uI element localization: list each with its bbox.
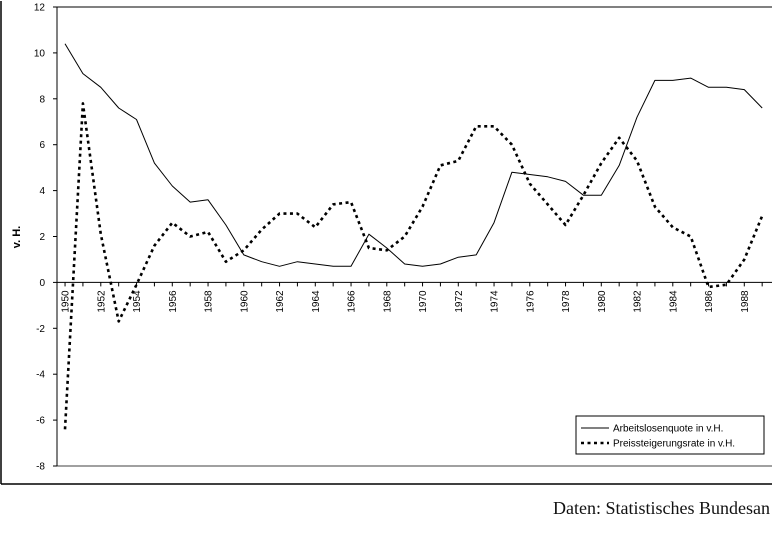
y-tick-label: 4	[39, 186, 45, 197]
series-line-arbeitslosenquote	[64, 43, 763, 267]
source-note: Daten: Statistisches Bundesan	[553, 498, 770, 518]
legend: Arbeitslosenquote in v.H. Preissteigerun…	[575, 415, 765, 455]
series-layer	[63, 43, 764, 430]
y-tick-label: 10	[34, 48, 46, 59]
x-tick-label: 1974	[490, 290, 501, 313]
x-tick-label: 1958	[204, 290, 215, 313]
y-tick-label: 8	[39, 94, 45, 105]
legend-label-arbeitslosenquote: Arbeitslosenquote in v.H.	[613, 424, 723, 435]
x-tick-label: 1972	[454, 290, 465, 313]
x-tick-label: 1964	[311, 290, 322, 313]
legend-box	[575, 415, 765, 455]
x-tick-label: 1980	[597, 290, 608, 313]
y-tick-label: 2	[39, 232, 45, 243]
x-tick-label: 1968	[382, 290, 393, 313]
x-tick-label: 1962	[275, 290, 286, 313]
x-tick-label: 1988	[740, 290, 751, 313]
x-tick-label: 1978	[561, 290, 572, 313]
y-tick-label: -4	[36, 370, 45, 381]
x-tick-label: 1954	[132, 290, 143, 313]
x-axis-ticks: 1950 1952 1954 1956 1958 1960 1962 1964 1966 1968…	[61, 282, 763, 313]
y-tick-label: -6	[36, 416, 45, 427]
x-tick-label: 1952	[96, 290, 107, 313]
series-line-preissteigerungsrate	[63, 102, 764, 430]
x-tick-label: 1986	[704, 290, 715, 313]
legend-label-preissteigerungsrate: Preissteigerungsrate in v.H.	[613, 439, 735, 450]
y-tick-label: -8	[36, 462, 45, 473]
x-tick-label: 1970	[418, 290, 429, 313]
y-axis-label: v. H.	[11, 226, 23, 248]
y-tick-label: -2	[36, 324, 45, 335]
y-axis-ticks: -8 -6 -4 -2 0 2 4 6 8 10 12	[34, 3, 57, 473]
y-tick-label: 6	[39, 140, 45, 151]
y-tick-label: 12	[34, 3, 46, 14]
y-tick-label: 0	[39, 278, 45, 289]
x-tick-label: 1950	[61, 290, 72, 313]
x-tick-label: 1966	[347, 290, 358, 313]
x-tick-label: 1960	[239, 290, 250, 313]
x-tick-label: 1984	[668, 290, 679, 313]
x-tick-label: 1982	[633, 290, 644, 313]
x-tick-label: 1976	[525, 290, 536, 313]
x-tick-label: 1956	[168, 290, 179, 313]
